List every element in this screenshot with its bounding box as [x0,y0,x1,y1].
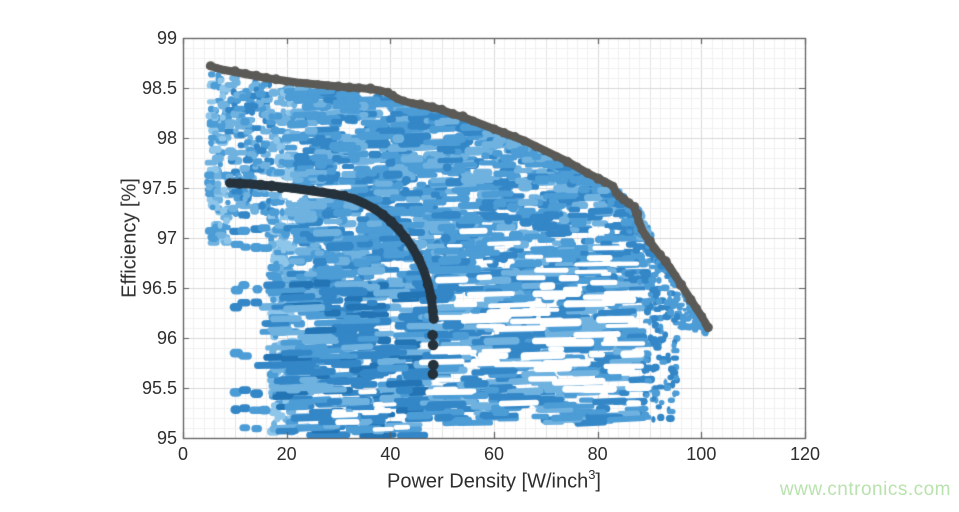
y-tick-label: 98 [156,128,177,148]
y-tick-label: 97 [156,228,177,248]
x-axis-label-superscript: 3 [588,467,596,482]
x-tick-label: 60 [483,444,505,464]
x-tick-label: 20 [276,444,297,464]
x-axis-label: Power Density [W/inch3] [387,467,601,494]
y-tick-label: 97.5 [141,178,177,198]
y-tick-label: 96 [156,328,177,348]
x-axis-label-suffix: ] [595,470,601,493]
watermark: www.cntronics.com [779,479,951,500]
y-tick-label: 95.5 [141,378,177,398]
x-axis-label-text: Power Density [W/inch [387,470,589,493]
x-tick-label: 120 [789,444,821,464]
y-tick-label: 99 [156,28,177,48]
y-tick-label: 98.5 [141,78,177,98]
x-tick-label: 80 [587,444,608,464]
x-tick-label: 0 [177,444,188,464]
x-tick-label: 100 [686,444,717,464]
x-tick-label: 40 [380,444,401,464]
y-tick-label: 95 [156,428,177,448]
y-tick-label: 96.5 [141,278,177,298]
